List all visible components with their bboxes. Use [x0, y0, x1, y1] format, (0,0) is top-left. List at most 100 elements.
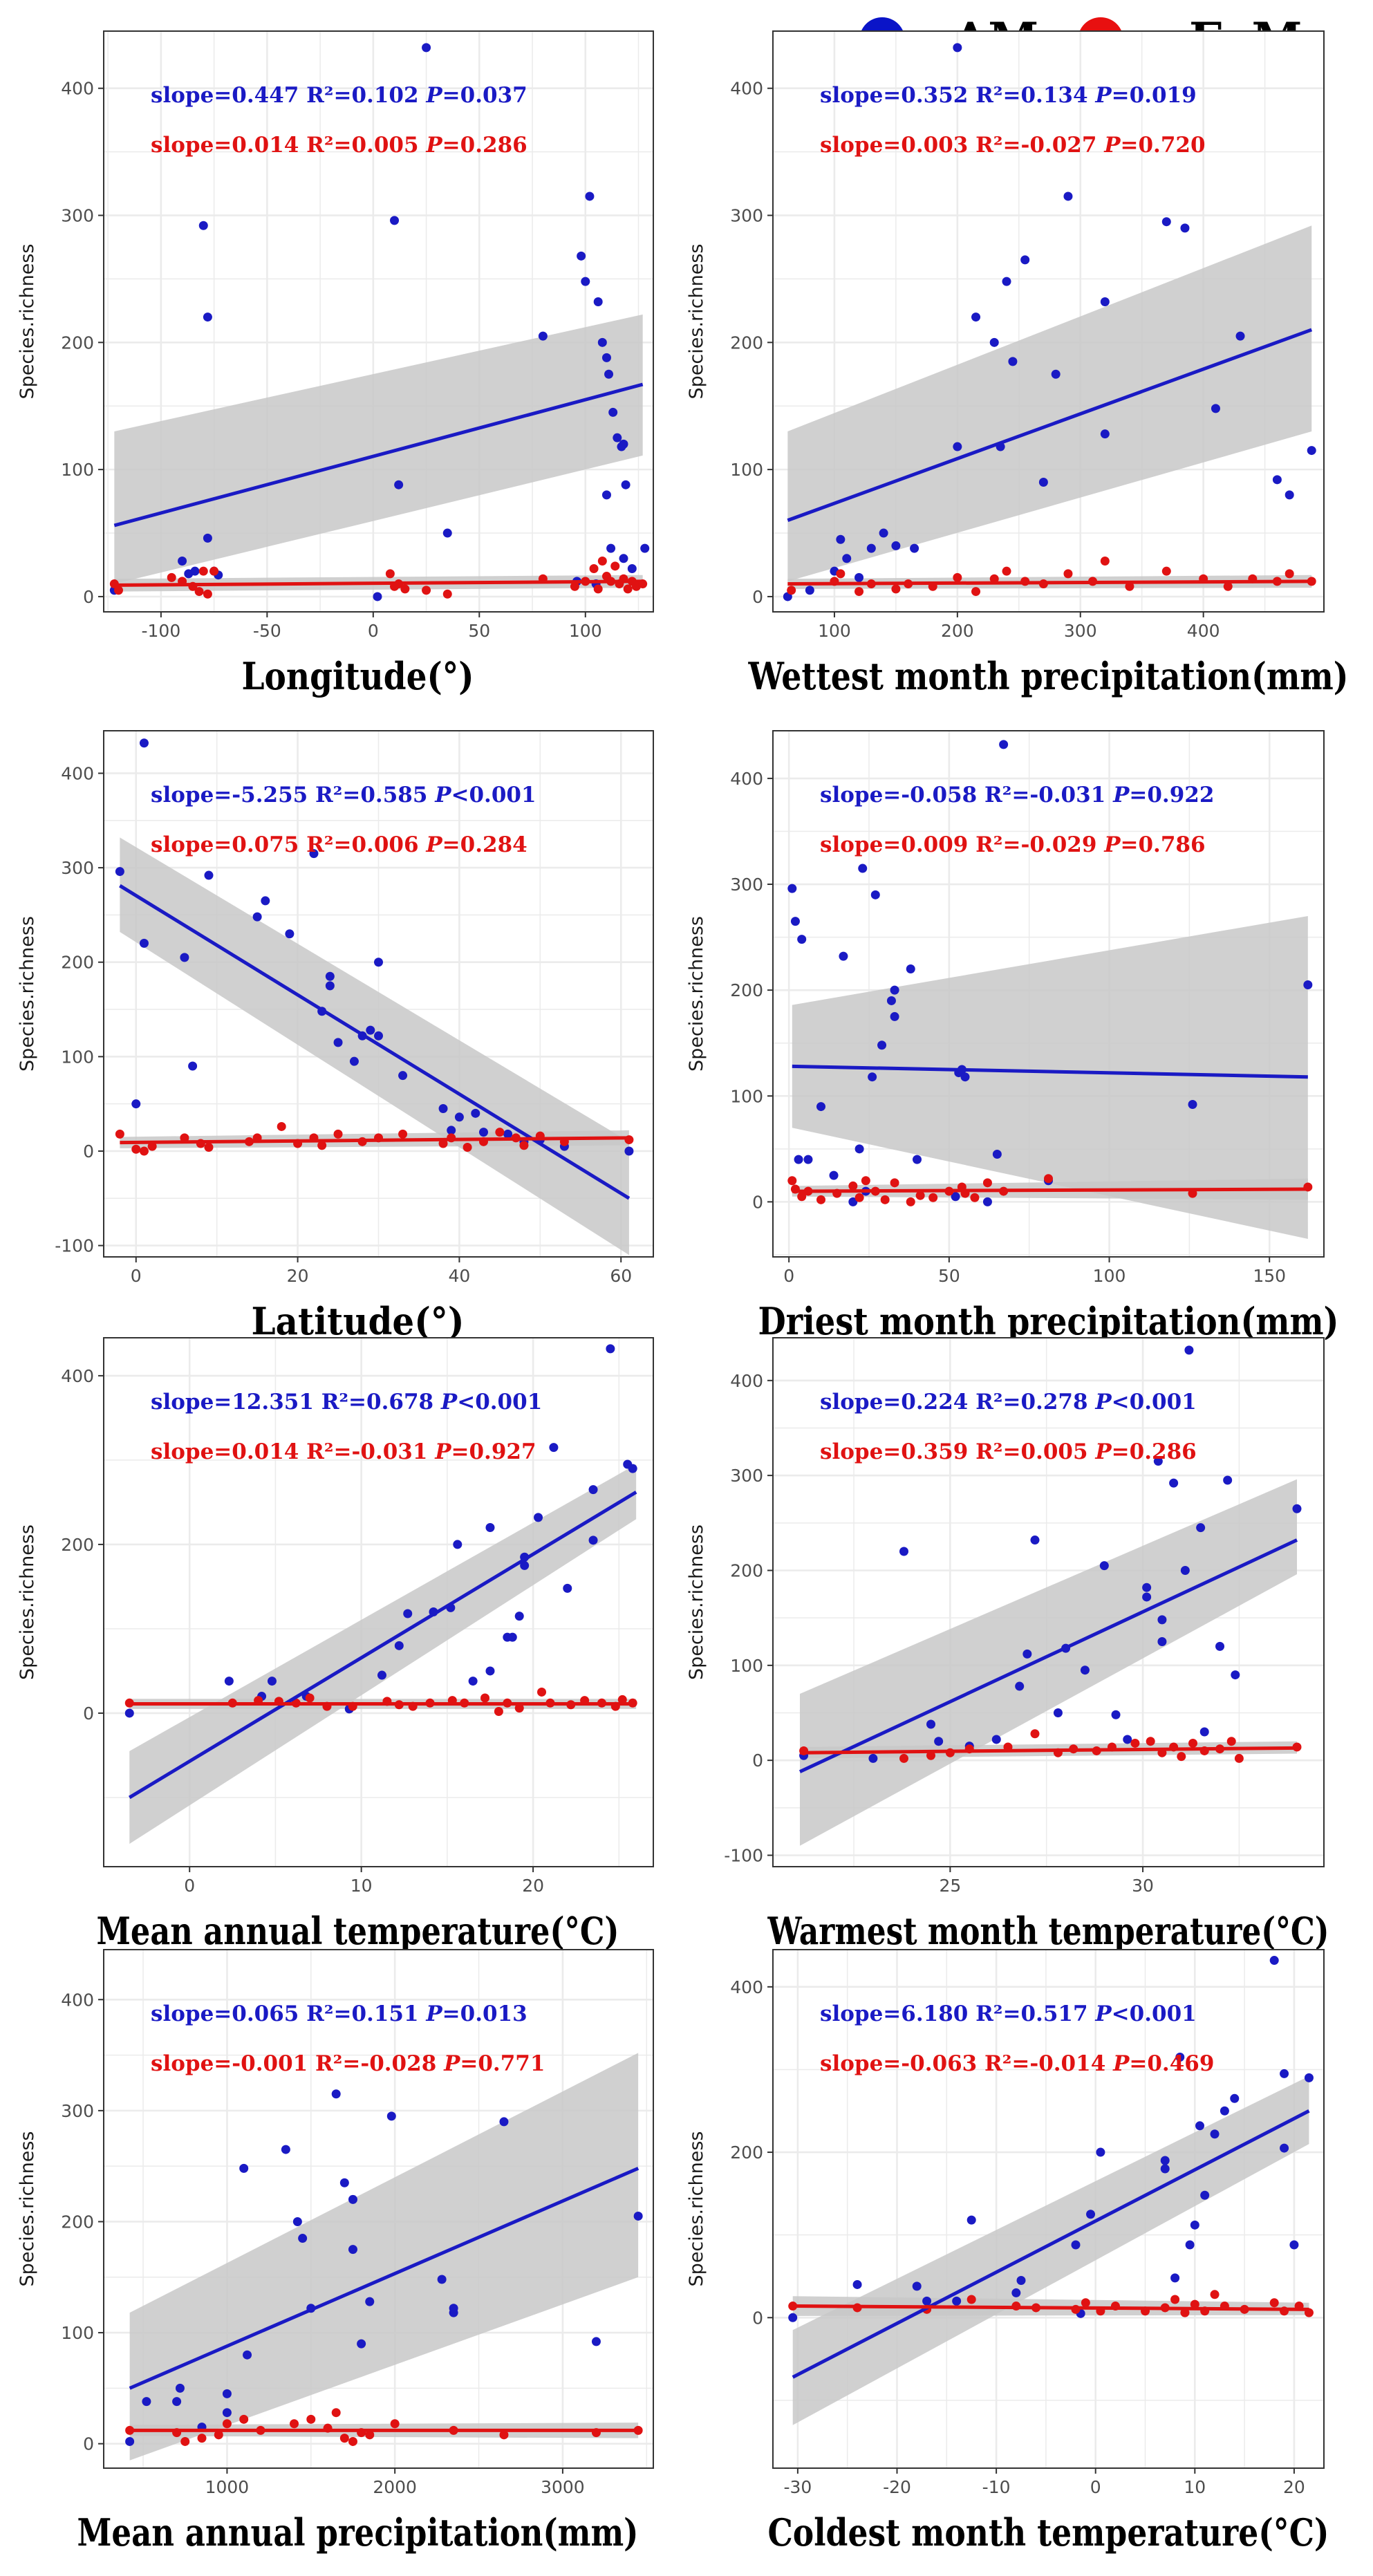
am-point: [172, 2397, 182, 2407]
stat-r2: R²=-0.028: [315, 2051, 444, 2076]
x-tick-label: 10: [1184, 2477, 1206, 2497]
ecm-point: [331, 2408, 341, 2418]
ecm-point: [966, 2295, 976, 2304]
stat-p-value: =0.013: [442, 2001, 527, 2026]
am-point: [890, 985, 899, 995]
ecm-point: [971, 587, 981, 597]
y-tick-label: 100: [730, 460, 763, 480]
ecm-point: [597, 556, 607, 566]
ecm-point: [385, 569, 395, 579]
am-point: [357, 2339, 366, 2349]
am-point: [1015, 1681, 1025, 1691]
y-tick-label: 400: [61, 1990, 94, 2010]
am-point: [613, 433, 622, 442]
ecm-point: [861, 1176, 870, 1186]
am-point: [348, 2194, 357, 2204]
x-axis-title: Driest month precipitation(mm): [758, 1299, 1339, 1343]
am-point: [1111, 1710, 1121, 1719]
ecm-point: [1188, 1738, 1198, 1748]
x-tick-label: 100: [818, 621, 851, 641]
am-point: [848, 1197, 858, 1206]
am-point: [180, 953, 189, 962]
am-point: [606, 1344, 615, 1354]
ecm-fit-line: [787, 579, 1312, 586]
am-point: [1053, 1708, 1063, 1718]
am-point: [953, 43, 962, 53]
am-point: [125, 2436, 135, 2446]
ecm-point: [1170, 2295, 1180, 2304]
panel-border: [103, 730, 654, 1258]
am-point: [454, 1112, 464, 1122]
y-tick-label: 300: [61, 858, 94, 878]
ecm-point: [209, 566, 219, 576]
am-point: [175, 2383, 185, 2393]
y-tick-label: 0: [83, 587, 94, 607]
x-tick-label: 20: [287, 1266, 309, 1286]
am-point: [858, 864, 868, 873]
am-point: [499, 2117, 509, 2127]
stat-r2: R²=0.585: [315, 783, 435, 808]
am-point: [953, 442, 962, 451]
am-stats: slope=-5.255 R²=0.585 P<0.001: [151, 783, 536, 808]
stat-r2: R²=0.517: [975, 2001, 1095, 2026]
am-point: [960, 1072, 970, 1082]
stat-slope: slope=12.351: [151, 1390, 321, 1415]
x-axis-title: Wettest month precipitation(mm): [748, 654, 1349, 698]
am-point: [190, 566, 200, 576]
y-axis-title: Species.richness: [17, 1524, 38, 1680]
ecm-point: [537, 1687, 547, 1697]
stat-r2: R²=0.134: [975, 83, 1095, 108]
am-point: [1099, 1561, 1109, 1571]
ecm-point: [480, 1693, 490, 1703]
y-tick-label: 200: [730, 333, 763, 353]
ecm-point: [1161, 566, 1171, 576]
am-point: [224, 1677, 234, 1686]
stat-p-value: =0.286: [442, 133, 527, 158]
x-tick-label: -10: [982, 2477, 1011, 2497]
am-point: [604, 369, 614, 379]
ecm-point: [787, 1176, 797, 1186]
am-fit-line: [119, 884, 631, 1200]
stat-slope: slope=-0.058: [820, 783, 984, 808]
am-point: [325, 971, 335, 981]
am-point: [601, 490, 611, 500]
am-point: [890, 1011, 899, 1021]
am-point: [203, 312, 212, 322]
ecm-point: [906, 1197, 915, 1206]
am-stats: slope=0.224 R²=0.278 P<0.001: [820, 1390, 1197, 1415]
ecm-point: [499, 2430, 509, 2440]
am-point: [281, 2145, 290, 2154]
stat-p-label: P: [425, 83, 443, 108]
x-axis-title: Coldest month temperature(°C): [768, 2510, 1329, 2555]
ecm-point: [514, 1704, 524, 1713]
ecm-point: [463, 1143, 472, 1152]
stat-slope: slope=6.180: [820, 2001, 975, 2026]
ecm-stats: slope=0.014 R²=0.005 P=0.286: [151, 133, 527, 158]
am-point: [1170, 2273, 1180, 2283]
y-axis-title: Species.richness: [686, 2131, 707, 2287]
am-point: [803, 1155, 813, 1164]
stat-p-value: =0.284: [442, 832, 527, 857]
am-fit-line: [113, 382, 644, 528]
am-point: [591, 2337, 601, 2346]
am-point: [588, 1485, 598, 1495]
am-point: [285, 929, 295, 939]
ecm-point: [1081, 2298, 1090, 2308]
am-point: [549, 1443, 559, 1453]
ecm-point: [854, 587, 864, 597]
am-point: [1307, 446, 1316, 456]
am-point: [563, 1583, 572, 1593]
ecm-point: [147, 1141, 157, 1151]
y-axis-title: Species.richness: [17, 2131, 38, 2287]
am-point: [267, 1677, 277, 1686]
y-tick-label: 200: [61, 2212, 94, 2232]
ecm-point: [390, 2419, 400, 2429]
ecm-point: [222, 2419, 232, 2429]
am-point: [1160, 2156, 1170, 2165]
x-tick-label: -50: [253, 621, 281, 641]
y-tick-label: 0: [752, 1751, 763, 1771]
am-point: [1080, 1665, 1090, 1675]
am-point: [348, 2245, 357, 2255]
am-point: [1030, 1536, 1040, 1545]
